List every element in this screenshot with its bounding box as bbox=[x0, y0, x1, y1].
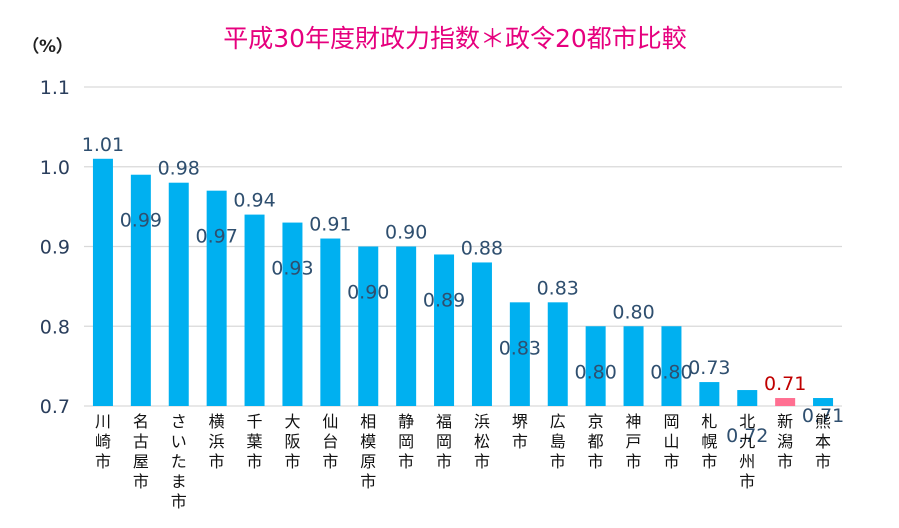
x-tick-label: 岡山市 bbox=[663, 412, 679, 471]
bar bbox=[168, 182, 189, 406]
data-label: 0.99 bbox=[120, 210, 162, 232]
x-tick-label: 京都市 bbox=[588, 412, 604, 471]
data-label: 0.88 bbox=[461, 237, 503, 259]
bar bbox=[661, 326, 682, 406]
y-tick-label: 0.9 bbox=[40, 237, 70, 259]
data-label: 0.91 bbox=[309, 214, 351, 236]
data-label: 0.90 bbox=[347, 282, 389, 304]
bar bbox=[92, 158, 113, 406]
data-label: 0.71 bbox=[802, 405, 844, 427]
bar bbox=[813, 398, 834, 406]
bar bbox=[130, 174, 151, 406]
x-tick-label: 神戸市 bbox=[626, 412, 642, 471]
x-tick-label: 熊本市 bbox=[815, 412, 831, 471]
bar bbox=[396, 246, 417, 406]
bar bbox=[623, 326, 644, 406]
data-label: 0.80 bbox=[574, 361, 616, 383]
data-label: 0.90 bbox=[385, 222, 427, 244]
bar bbox=[699, 382, 720, 406]
x-tick-label: 大阪市 bbox=[284, 412, 300, 471]
x-tick-label: 仙台市 bbox=[322, 412, 338, 471]
data-label: 0.93 bbox=[271, 258, 313, 280]
chart-title: 平成30年度財政力指数＊政令20都市比較 bbox=[223, 24, 687, 53]
y-tick-label: 0.8 bbox=[40, 316, 70, 338]
data-label: 1.01 bbox=[82, 134, 124, 156]
x-tick-label: 北九州市 bbox=[739, 412, 755, 491]
x-tick-label: 堺市 bbox=[512, 412, 528, 451]
data-label: 0.80 bbox=[650, 361, 692, 383]
data-label: 0.72 bbox=[726, 425, 768, 447]
x-tick-label: 千葉市 bbox=[247, 412, 263, 471]
y-tick-label: 1.0 bbox=[40, 157, 70, 179]
x-tick-label: 浜松市 bbox=[474, 412, 490, 471]
data-labels: 1.01 0.99 0.98 0.97 0.94 0.93 0.91 0.90 0.90 0.89… bbox=[82, 134, 844, 447]
bar bbox=[471, 262, 492, 406]
bar bbox=[547, 302, 568, 406]
unit-label: （%） bbox=[22, 36, 73, 57]
bar bbox=[434, 254, 455, 406]
data-label: 0.71 bbox=[764, 373, 806, 395]
x-tick-label: 新潟市 bbox=[777, 412, 793, 471]
data-label: 0.83 bbox=[499, 337, 541, 359]
x-tick-label: 福岡市 bbox=[436, 412, 452, 471]
data-label: 0.89 bbox=[423, 289, 465, 311]
bar bbox=[320, 238, 341, 406]
x-tick-label: 横浜市 bbox=[209, 412, 225, 471]
data-label: 0.73 bbox=[688, 357, 730, 379]
bar bbox=[509, 302, 530, 406]
y-axis-ticks: 0.7 0.8 0.9 1.0 1.1 bbox=[40, 77, 70, 418]
bar bbox=[737, 390, 758, 406]
bars bbox=[92, 158, 834, 406]
x-tick-label: 静岡市 bbox=[398, 412, 414, 471]
x-tick-label: 相模原市 bbox=[360, 412, 376, 491]
y-tick-label: 1.1 bbox=[40, 77, 70, 99]
x-tick-label: さいたま市 bbox=[171, 412, 187, 511]
data-label: 0.80 bbox=[612, 301, 654, 323]
bar bbox=[206, 190, 227, 406]
bar bbox=[282, 222, 303, 406]
x-axis-labels: 川崎市 名古屋市 さいたま市 横浜市 千葉市 大阪市 仙台市 相模原市 静岡市 福岡市 浜松市 堺市広… bbox=[95, 412, 831, 511]
y-tick-label: 0.7 bbox=[40, 396, 70, 418]
data-label: 0.94 bbox=[233, 190, 275, 212]
data-label: 0.98 bbox=[158, 158, 200, 180]
x-tick-label: 札幌市 bbox=[701, 412, 717, 471]
bar bbox=[585, 326, 606, 406]
bar bbox=[244, 214, 265, 406]
bar bbox=[358, 246, 379, 406]
x-tick-label: 名古屋市 bbox=[133, 412, 149, 491]
x-tick-label: 川崎市 bbox=[95, 412, 111, 471]
x-tick-label: 広島市 bbox=[550, 412, 566, 471]
bar bbox=[775, 398, 796, 406]
data-label: 0.83 bbox=[537, 277, 579, 299]
data-label: 0.97 bbox=[195, 226, 237, 248]
